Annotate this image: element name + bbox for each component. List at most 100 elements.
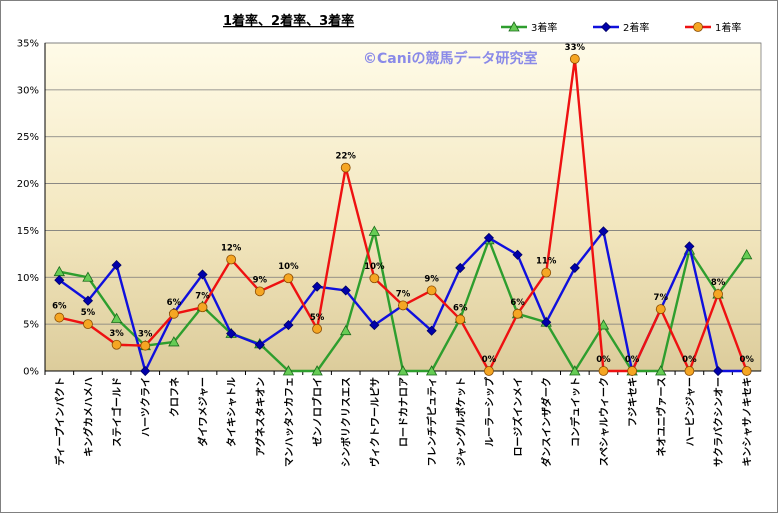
y-tick-label: 0% [23,367,39,378]
y-tick-label: 20% [17,179,39,190]
data-point-circle [541,267,552,278]
x-tick-label: ハービンジャー [683,377,696,447]
data-point-triangle [368,225,381,236]
legend: 3着率 2着率 1着率 [501,21,741,34]
data-point-diamond [483,232,494,243]
data-point-diamond [82,295,94,306]
data-point-diamond [254,339,265,350]
watermark: ©Caniの競馬データ研究室 [363,50,538,67]
y-tick-label: 5% [23,320,39,331]
data-label: 7% [396,289,411,299]
data-point-circle [512,308,523,319]
x-tick-label: マンハッタンカフェ [283,377,295,467]
x-tick-label: サクラバクシンオー [713,377,725,467]
data-label: 0% [682,355,697,365]
x-tick-label: ネオユニヴァース [655,377,668,457]
data-point-circle [168,308,179,319]
series-3 [54,54,752,376]
data-point-circle [398,300,408,311]
data-point-triangle [425,365,438,376]
x-tick-label: フレンチデピュティ [426,377,439,466]
data-point-circle [455,314,466,325]
data-label: 7% [654,293,669,303]
data-point-triangle [311,365,323,376]
data-label: 5% [81,308,96,318]
data-label: 6% [453,303,468,313]
y-tick-label: 35% [17,39,39,50]
x-tick-label: キンシャサノキセキ [742,377,754,467]
data-label: 10% [364,262,385,272]
x-tick-label: タイキシャトル [226,377,238,447]
data-point-circle [484,366,494,376]
data-point-circle [54,312,65,323]
data-label: 0% [596,355,611,365]
data-label: 6% [510,298,525,308]
data-point-diamond [426,325,437,336]
data-point-diamond [340,285,351,296]
x-tick-label: ルーラーシップ [483,376,496,447]
x-tick-label: ヴィクトワールピサ [368,377,381,467]
data-label: 0% [482,355,497,365]
data-point-triangle [82,271,94,282]
chart-title: 1着率、2着率、3着率 [223,13,354,29]
y-tick-label: 15% [17,226,39,237]
x-tick-label: コンデュイット [569,377,582,447]
data-label: 33% [565,43,586,53]
data-point-diamond [684,241,695,252]
data-point-legend-diamond [600,21,612,33]
x-tick-label: クロフネ [169,377,181,417]
x-tick-label: シンボリクリスエス [340,377,353,467]
data-point-circle [369,273,380,284]
data-point-circle [283,273,294,284]
data-point-diamond [312,281,323,292]
x-tick-label: ロードカナロア [398,377,410,447]
data-point-diamond [598,226,609,237]
data-label: 5% [310,313,325,323]
x-tick-label: フジキセキ [627,377,639,427]
data-point-diamond [140,365,151,377]
y-tick-label: 10% [17,273,39,284]
data-point-triangle [340,324,352,336]
data-point-circle [340,162,351,173]
x-tick-label: ゼンノロブロイ [311,377,324,447]
y-axis: 0% 5% 10% 15% 20% 25% 30% 35% [17,39,46,378]
x-axis: ディープインパクト キングカメハメハ ステイゴールド ハーツクライ クロフネ ダイワメジャ… [44,370,761,467]
data-point-triangle [110,312,123,323]
x-tick-label: ダンスインザダーク [540,377,553,467]
data-point-circle [713,289,723,300]
data-point-diamond [111,260,122,271]
x-tick-label: ジャングルポケット [454,377,467,467]
x-tick-label: スペシャルウィーク [598,377,610,466]
legend-label: 3着率 [531,21,557,34]
data-label: 7% [195,291,210,301]
data-label: 9% [424,274,439,284]
data-label: 22% [336,152,357,162]
series-layer [53,54,753,377]
y-tick-label: 25% [17,132,39,143]
data-label: 0% [739,355,754,365]
x-tick-label: ディープインパクト [53,377,66,466]
data-point-diamond [283,320,294,331]
x-tick-label: ダイワメジャー [197,377,210,447]
data-point-legend-circle [693,22,703,32]
data-label: 12% [221,243,242,253]
data-point-legend-triangle [508,21,520,32]
data-point-diamond [512,249,523,260]
x-tick-label: ステイゴールド [111,377,124,447]
data-point-circle [254,286,265,297]
data-point-circle [684,366,695,376]
data-point-circle [627,366,638,376]
data-label: 0% [625,355,640,365]
data-point-circle [226,254,237,265]
data-label: 10% [278,262,299,272]
data-label: 3% [138,330,153,340]
data-point-circle [426,285,437,296]
data-point-diamond [54,275,65,286]
data-point-circle [197,302,208,313]
data-point-diamond [197,269,208,280]
data-point-diamond [712,365,724,377]
data-point-triangle [282,365,295,376]
x-tick-label: ロージズインメイ [512,377,525,457]
x-tick-label: アグネスタキオン [254,377,267,457]
